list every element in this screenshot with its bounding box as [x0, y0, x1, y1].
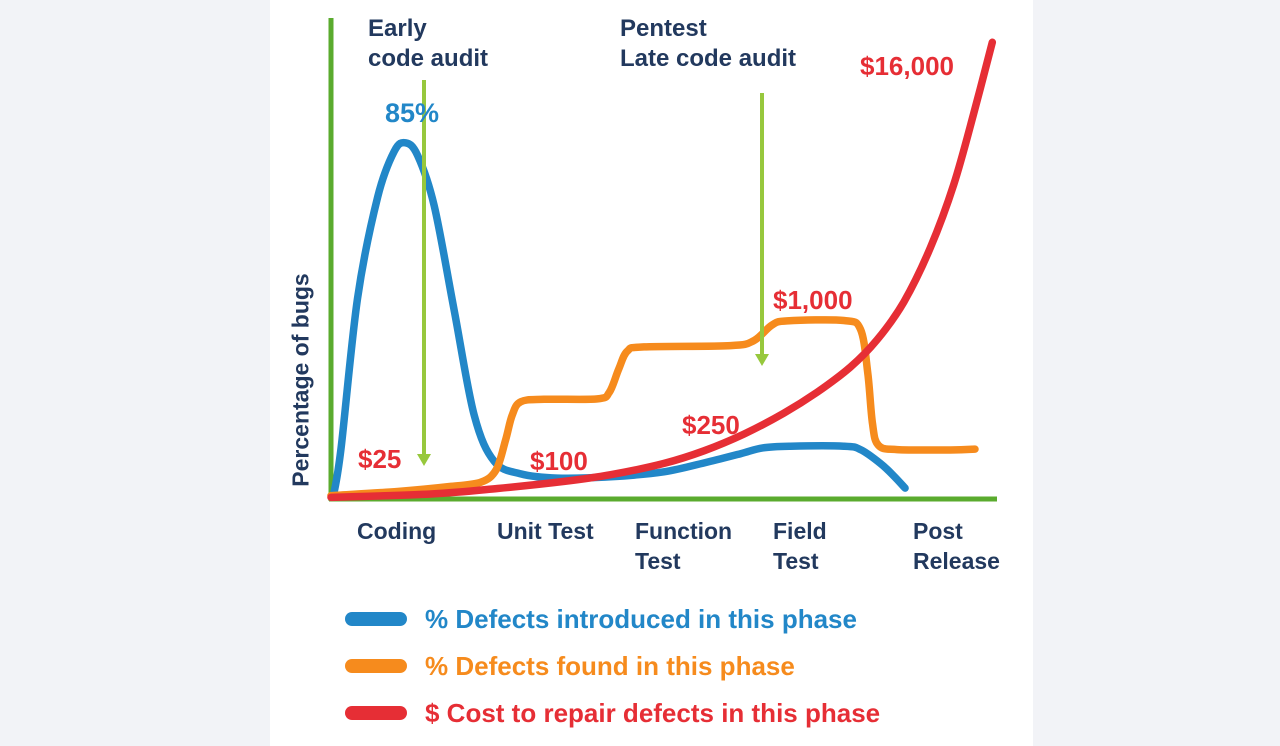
legend-item-cost: $ Cost to repair defects in this phase	[345, 698, 880, 728]
x-label-field-test: Field Test	[773, 518, 827, 574]
legend-label-found: % Defects found in this phase	[425, 650, 795, 681]
cost-label-unit-test: $100	[530, 446, 588, 476]
legend-item-found: % Defects found in this phase	[345, 651, 880, 681]
chart-legend: % Defects introduced in this phase % Def…	[345, 604, 880, 745]
legend-swatch-cost	[345, 706, 407, 720]
legend-label-cost: $ Cost to repair defects in this phase	[425, 697, 881, 728]
annotation-pentest-late-audit: Pentest Late code audit	[620, 14, 796, 74]
legend-swatch-introduced	[345, 612, 407, 626]
peak-percentage-label: 85%	[385, 98, 440, 128]
annotation-early-code-audit: Early code audit	[368, 14, 488, 74]
cost-label-field-test: $1,000	[773, 285, 853, 315]
x-label-coding: Coding	[357, 518, 437, 544]
legend-swatch-found	[345, 659, 407, 673]
x-label-post-release: Post Release	[913, 518, 1000, 574]
cost-label-coding: $25	[358, 444, 402, 474]
x-label-unit-test: Unit Test	[497, 518, 594, 544]
cost-label-post-release: $16,000	[860, 51, 954, 81]
annotation-early-line2: code audit	[368, 45, 489, 72]
legend-label-introduced: % Defects introduced in this phase	[425, 603, 857, 634]
annotation-pentest-line2: Late code audit	[620, 45, 797, 72]
cost-label-function-test: $250	[682, 410, 740, 440]
x-label-function-test: Function Test	[635, 518, 733, 574]
annotation-pentest-line1: Pentest	[620, 15, 707, 42]
y-axis-label: Percentage of bugs	[287, 273, 314, 487]
legend-item-introduced: % Defects introduced in this phase	[345, 604, 880, 634]
annotation-early-line1: Early	[368, 15, 427, 42]
